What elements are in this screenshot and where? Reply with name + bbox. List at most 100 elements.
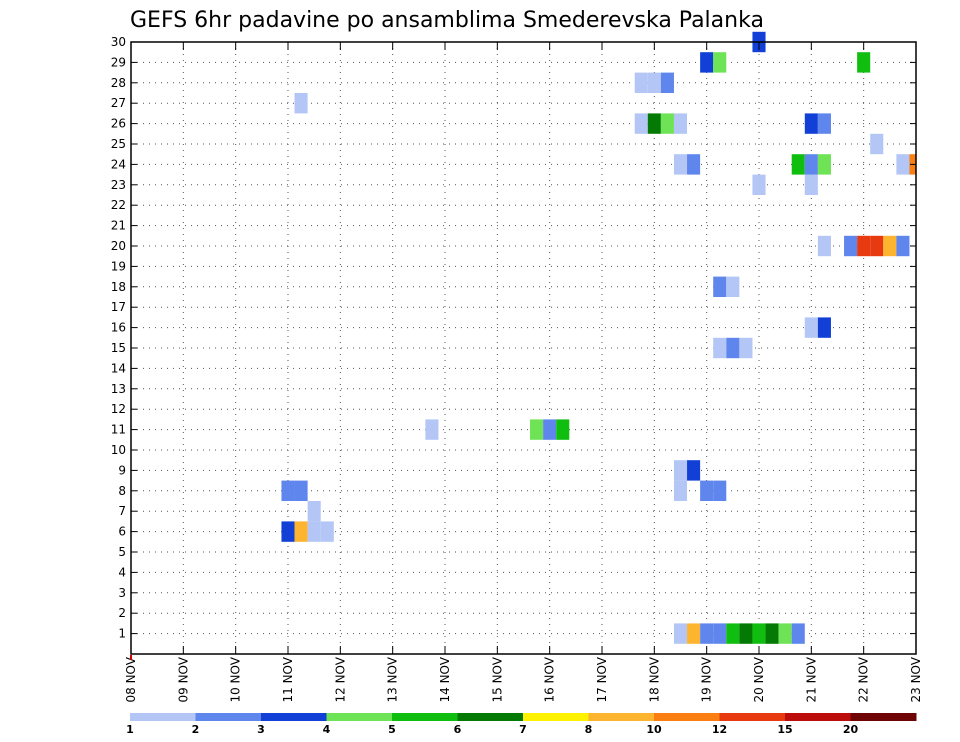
data-cell bbox=[673, 113, 688, 134]
y-tick-label: 25 bbox=[111, 137, 126, 151]
data-cell bbox=[726, 276, 740, 297]
colorbar: 1 2 3 4 5 6 7 8 10 12 15 20 bbox=[126, 713, 917, 736]
y-tick-label: 6 bbox=[118, 525, 126, 539]
y-tick-label: 1 bbox=[118, 627, 126, 641]
data-cell bbox=[713, 52, 727, 73]
colorbar-swatch bbox=[326, 713, 393, 721]
y-tick-label: 14 bbox=[111, 361, 126, 375]
data-cell bbox=[713, 623, 727, 644]
colorbar-swatch bbox=[261, 713, 327, 721]
data-cell bbox=[687, 154, 701, 175]
data-cell bbox=[726, 623, 740, 644]
y-tick-label: 11 bbox=[111, 423, 126, 437]
data-cell bbox=[543, 419, 557, 440]
x-tick-label: 09 NOV bbox=[176, 656, 190, 702]
data-cell bbox=[844, 235, 858, 257]
colorbar-label: 8 bbox=[585, 723, 593, 736]
y-tick-label: 5 bbox=[118, 545, 126, 559]
data-cell bbox=[817, 154, 831, 175]
x-tick-label: 18 NOV bbox=[647, 656, 661, 702]
colorbar-label: 5 bbox=[388, 723, 396, 736]
y-tick-label: 16 bbox=[111, 321, 126, 335]
y-tick-label: 18 bbox=[111, 280, 126, 294]
data-cell bbox=[425, 419, 439, 440]
data-cell bbox=[817, 113, 831, 134]
data-cell bbox=[817, 235, 831, 257]
y-tick-label: 29 bbox=[111, 55, 126, 69]
colorbar-label: 10 bbox=[646, 723, 662, 736]
data-cell bbox=[791, 623, 805, 644]
x-tick-label: 17 NOV bbox=[595, 656, 609, 702]
data-cell bbox=[307, 501, 321, 522]
x-tick-label: 12 NOV bbox=[333, 656, 347, 702]
data-cell bbox=[660, 72, 674, 93]
colorbar-swatch bbox=[195, 713, 262, 721]
y-tick-label: 10 bbox=[111, 443, 126, 457]
colorbar-swatch bbox=[523, 713, 589, 721]
y-tick-label: 2 bbox=[118, 606, 126, 620]
y-tick-label: 8 bbox=[118, 484, 126, 498]
data-cell bbox=[713, 276, 727, 297]
y-tick-label: 30 bbox=[111, 35, 126, 49]
y-tick-label: 20 bbox=[111, 239, 126, 253]
x-tick-label: 21 NOV bbox=[804, 656, 818, 702]
colorbar-label: 6 bbox=[454, 723, 462, 736]
data-cell bbox=[857, 235, 871, 257]
data-cell bbox=[870, 133, 884, 155]
data-cell bbox=[281, 480, 295, 501]
x-tick-label: 08 NOV bbox=[124, 656, 138, 702]
data-cell bbox=[660, 113, 674, 134]
data-cell bbox=[634, 113, 648, 134]
data-cell bbox=[804, 317, 818, 338]
colorbar-label: 2 bbox=[192, 723, 200, 736]
data-cell bbox=[700, 52, 714, 73]
data-cell bbox=[281, 521, 295, 542]
colorbar-label: 3 bbox=[257, 723, 265, 736]
y-axis-ticks: 1234567891011121314151617181920212223242… bbox=[111, 35, 916, 641]
colorbar-label: 12 bbox=[712, 723, 727, 736]
data-cell bbox=[817, 317, 831, 338]
data-cell bbox=[700, 480, 714, 501]
y-tick-label: 21 bbox=[111, 219, 126, 233]
data-cell bbox=[673, 154, 688, 175]
data-cell bbox=[726, 337, 740, 359]
data-cell bbox=[307, 521, 321, 542]
y-tick-label: 4 bbox=[118, 565, 126, 579]
data-cell bbox=[687, 623, 701, 644]
data-cell bbox=[870, 235, 884, 257]
y-tick-label: 13 bbox=[111, 382, 126, 396]
data-cell bbox=[700, 623, 714, 644]
colorbar-label: 1 bbox=[126, 723, 134, 736]
colorbar-swatch bbox=[719, 713, 786, 721]
data-cell bbox=[739, 623, 753, 644]
colorbar-swatch bbox=[588, 713, 655, 721]
colorbar-swatch bbox=[392, 713, 458, 721]
data-cell bbox=[687, 460, 701, 481]
data-cell bbox=[765, 623, 779, 644]
x-tick-label: 14 NOV bbox=[438, 656, 452, 702]
x-tick-label: 22 NOV bbox=[857, 656, 871, 702]
x-tick-label: 19 NOV bbox=[700, 656, 714, 702]
y-tick-label: 15 bbox=[111, 341, 126, 355]
data-cell bbox=[294, 521, 308, 542]
y-tick-label: 23 bbox=[111, 178, 126, 192]
y-tick-label: 3 bbox=[118, 586, 126, 600]
data-cell bbox=[634, 72, 648, 93]
y-tick-label: 12 bbox=[111, 402, 126, 416]
x-tick-label: 10 NOV bbox=[229, 656, 243, 702]
chart-title: GEFS 6hr padavine po ansamblima Smederev… bbox=[130, 8, 764, 33]
x-tick-label: 11 NOV bbox=[281, 656, 295, 702]
colorbar-swatch bbox=[457, 713, 524, 721]
data-cell bbox=[713, 480, 727, 501]
colorbar-swatch bbox=[785, 713, 851, 721]
x-tick-label: 15 NOV bbox=[490, 656, 504, 702]
y-tick-label: 26 bbox=[111, 117, 126, 131]
y-tick-label: 22 bbox=[111, 198, 126, 212]
data-cell bbox=[804, 113, 818, 134]
data-cell bbox=[791, 154, 805, 175]
y-tick-label: 27 bbox=[111, 96, 126, 110]
plot-frame bbox=[130, 41, 917, 655]
x-axis-ticks: 08 NOV 09 NOV 10 NOV 11 NOV 12 NOV 13 NOV 14 N… bbox=[124, 42, 923, 703]
data-cell bbox=[896, 154, 910, 175]
